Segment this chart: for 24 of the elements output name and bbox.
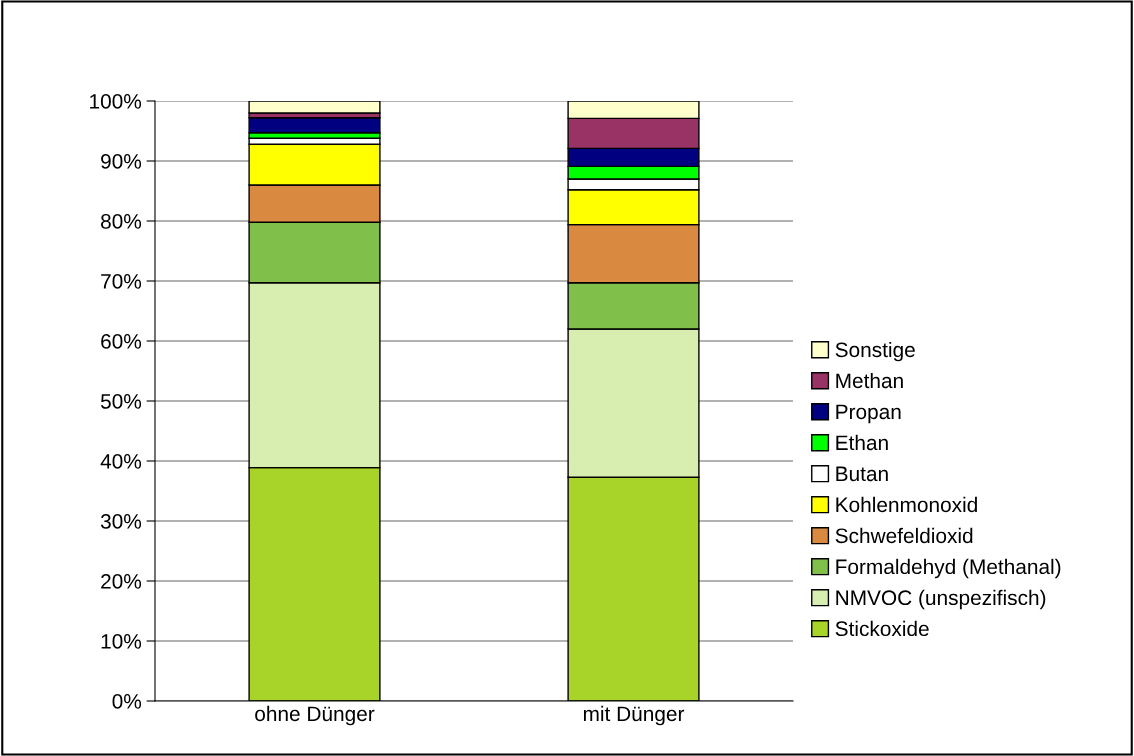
y-tick-label: 80%	[101, 214, 142, 229]
x-tick-label: ohne Dünger	[255, 705, 375, 726]
legend-label: Schwefeldioxid	[835, 527, 973, 544]
legend-label: Butan	[836, 466, 888, 482]
y-tick-label: 40%	[100, 454, 142, 469]
y-tick-label: 100%	[90, 94, 142, 109]
y-tick-label: 90%	[101, 154, 142, 169]
y-tick-label: 0%	[112, 694, 142, 709]
y-tick-label: 60%	[101, 334, 142, 349]
legend-label: Methan	[836, 372, 903, 389]
x-tick-label: mit Dünger	[583, 705, 685, 726]
legend-label: NMVOC (unspezifisch)	[836, 589, 1046, 610]
legend-label: Sonstige	[835, 341, 915, 362]
y-tick-label: 10%	[101, 634, 142, 649]
legend-label: Kohlenmonoxid	[836, 496, 977, 513]
y-tick-label: 20%	[101, 574, 142, 589]
y-tick-label: 70%	[101, 274, 142, 289]
y-tick-label: 50%	[100, 394, 142, 409]
legend-label: Formaldehyd (Methanal)	[836, 558, 1061, 579]
legend-label: Ethan	[836, 434, 888, 451]
y-tick-label: 30%	[100, 514, 142, 529]
legend-label: Stickoxide	[835, 620, 929, 637]
bar	[248, 101, 381, 114]
legend-label: Propan	[836, 404, 901, 424]
